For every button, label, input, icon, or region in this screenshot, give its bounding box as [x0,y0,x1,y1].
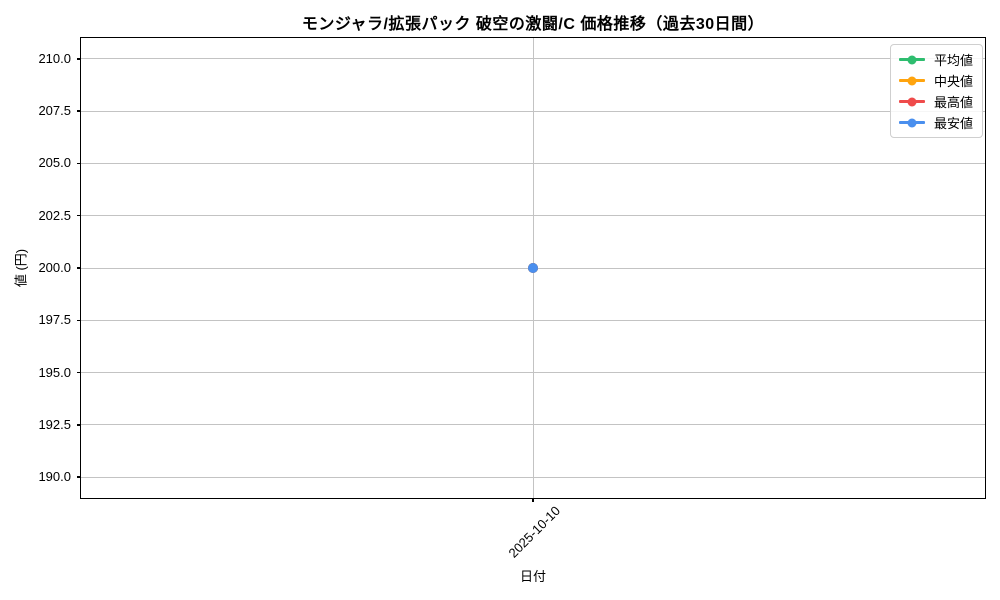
y-tick-mark [77,267,81,269]
x-tick-mark [532,498,534,502]
data-point-series-3 [528,263,538,273]
x-tick-label: 2025-10-10 [504,503,563,561]
y-tick-label: 205.0 [38,155,71,171]
legend-dot-icon [907,118,917,127]
y-tick-mark [77,476,81,478]
legend-item: 平均値 [898,49,973,70]
y-tick-mark [77,162,81,165]
y-tick-mark [77,110,81,112]
y-tick-mark [77,424,81,426]
y-tick-label: 210.0 [38,50,71,66]
y-tick-label: 200.0 [38,260,71,275]
legend-marker-icon [898,76,925,85]
y-tick-mark [77,371,81,374]
legend-label: 中央値 [933,74,973,89]
legend: 平均値中央値最高値最安値 [889,44,983,138]
chart-title: モンジャラ/拡張パック 破空の激闘/C 価格推移（過去30日間） [301,16,765,33]
legend-dot-icon [907,76,917,85]
legend-item: 中央値 [898,70,973,91]
x-axis-label: 日付 [519,569,546,584]
y-tick-label: 192.5 [38,416,71,432]
y-tick-label: 195.0 [38,364,71,380]
legend-dot-icon [907,55,917,64]
legend-dot-icon [907,97,917,106]
y-tick-label: 197.5 [38,312,71,328]
y-tick-label: 202.5 [38,207,71,223]
legend-label: 平均値 [933,53,973,68]
legend-label: 最安値 [933,116,973,131]
legend-item: 最安値 [898,112,973,133]
y-tick-label: 190.0 [38,469,71,485]
legend-label: 最高値 [933,95,973,110]
legend-marker-icon [898,55,925,64]
y-tick-label: 207.5 [38,103,71,119]
legend-marker-icon [898,118,925,127]
legend-item: 最高値 [898,91,973,112]
y-tick-mark [77,319,81,322]
y-tick-mark [77,214,81,217]
y-tick-mark [77,58,81,60]
legend-marker-icon [898,97,925,106]
